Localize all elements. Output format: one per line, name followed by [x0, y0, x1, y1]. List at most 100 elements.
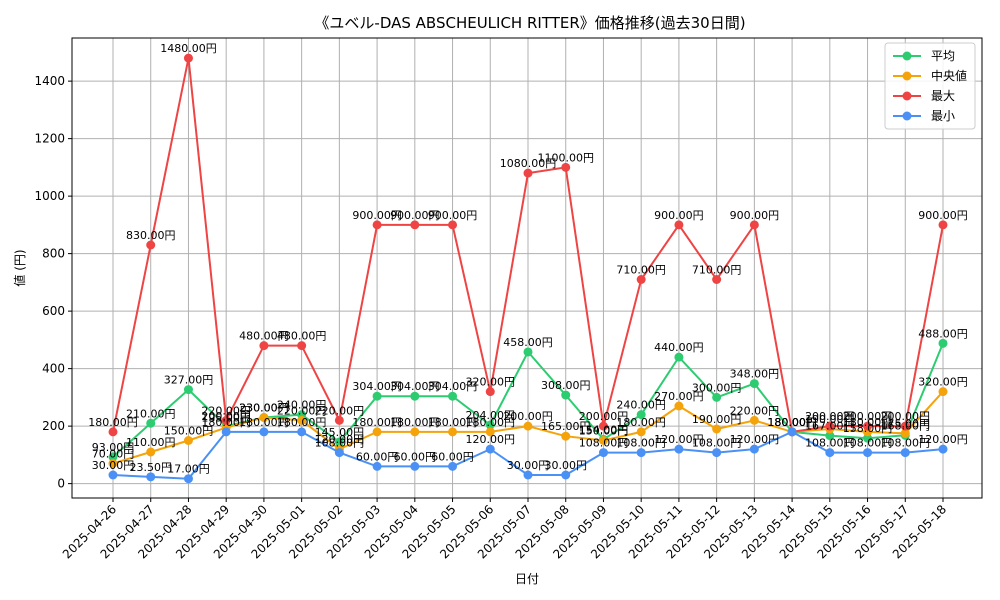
data-point [674, 220, 684, 230]
data-point [410, 391, 420, 401]
data-point [787, 427, 797, 437]
data-label: 70.00円 [92, 448, 135, 461]
data-label: 240.00円 [277, 399, 327, 412]
data-point [448, 220, 458, 230]
data-label: 480.00円 [277, 330, 327, 343]
data-label: 308.00円 [541, 379, 591, 392]
data-label: 200.00円 [201, 410, 251, 423]
data-label: 180.00円 [201, 416, 251, 429]
data-point [749, 379, 759, 389]
data-label: 108.00円 [616, 437, 666, 450]
data-label: 200.00円 [579, 410, 629, 423]
legend-label: 平均 [931, 49, 955, 63]
data-label: 240.00円 [616, 399, 666, 412]
data-label: 168.00円 [881, 419, 931, 432]
data-point [674, 401, 684, 411]
data-label: 900.00円 [352, 209, 402, 222]
legend-label: 最小 [931, 109, 955, 123]
data-point [900, 428, 910, 438]
data-label: 190.00円 [692, 413, 742, 426]
y-axis-title: 値 (円) [12, 249, 27, 286]
data-label: 108.00円 [843, 437, 893, 450]
plot-frame [71, 37, 983, 499]
data-label: 60.00円 [431, 450, 474, 463]
data-label: 195.00円 [201, 412, 251, 425]
data-label: 180.00円 [843, 416, 893, 429]
legend-item: 平均 [893, 49, 955, 63]
data-point [825, 431, 835, 441]
data-label: 710.00円 [692, 264, 742, 277]
data-point [938, 444, 948, 454]
data-label: 120.00円 [466, 433, 516, 446]
data-label: 180.00円 [767, 416, 817, 429]
x-axis-title: 日付 [515, 572, 539, 586]
data-point [636, 275, 646, 284]
data-label: 210.00円 [126, 407, 176, 420]
data-point [749, 444, 759, 454]
data-label: 320.00円 [918, 376, 968, 389]
data-label: 220.00円 [730, 404, 780, 417]
data-point [108, 459, 118, 468]
data-label: 180.00円 [352, 416, 402, 429]
data-label: 220.00円 [277, 404, 327, 417]
data-point [297, 415, 307, 425]
data-label: 230.00円 [239, 402, 289, 415]
series-2 [108, 53, 948, 437]
data-label: 180.00円 [767, 416, 817, 429]
data-point [183, 436, 193, 445]
data-label: 180.00円 [88, 416, 138, 429]
data-label: 304.00円 [428, 380, 478, 393]
data-point [523, 168, 533, 178]
data-point [863, 448, 873, 458]
data-label: 180.00円 [466, 416, 516, 429]
data-point [334, 448, 344, 458]
y-tick-label: 600 [42, 304, 65, 318]
data-label: 180.00円 [277, 416, 327, 429]
data-point [636, 427, 646, 437]
data-point [108, 452, 118, 462]
legend-box [884, 42, 976, 130]
legend-item: 最小 [893, 109, 955, 123]
data-point [183, 474, 193, 484]
series-3 [108, 427, 948, 484]
y-tick-label: 800 [42, 247, 65, 261]
data-point [183, 385, 193, 395]
data-point [863, 421, 873, 431]
data-label: 900.00円 [918, 209, 968, 222]
data-label: 60.00円 [356, 450, 399, 463]
data-point [448, 391, 458, 401]
data-label: 165.00円 [541, 420, 591, 433]
data-label: 204.00円 [466, 409, 516, 422]
data-point [221, 427, 231, 437]
x-axis: 2025-04-262025-04-272025-04-282025-04-29… [60, 498, 949, 561]
data-point [863, 433, 873, 443]
data-point [636, 410, 646, 420]
data-label: 93.00円 [92, 441, 135, 454]
data-point [485, 427, 495, 437]
data-label: 200.00円 [843, 410, 893, 423]
data-label: 458.00円 [503, 336, 553, 349]
data-label: 180.00円 [616, 416, 666, 429]
data-label: 180.00円 [428, 416, 478, 429]
y-tick-label: 1400 [34, 74, 65, 88]
data-point [485, 387, 495, 397]
data-label: 150.00円 [579, 425, 629, 438]
y-tick-label: 1000 [34, 189, 65, 203]
data-label: 30.00円 [507, 459, 550, 472]
data-label: 440.00円 [654, 341, 704, 354]
data-point [183, 53, 193, 63]
data-label: 900.00円 [730, 209, 780, 222]
data-point [146, 240, 156, 250]
data-point [372, 427, 382, 437]
data-point [712, 424, 722, 434]
data-point [938, 338, 948, 348]
data-label: 220.00円 [315, 404, 365, 417]
data-label: 145.00円 [315, 426, 365, 439]
data-point [712, 275, 722, 284]
data-point [410, 461, 420, 471]
data-label: 167.00円 [805, 420, 855, 433]
data-point [523, 421, 533, 431]
data-label: 327.00円 [164, 374, 214, 387]
data-label: 180.00円 [390, 416, 440, 429]
data-point [485, 444, 495, 454]
